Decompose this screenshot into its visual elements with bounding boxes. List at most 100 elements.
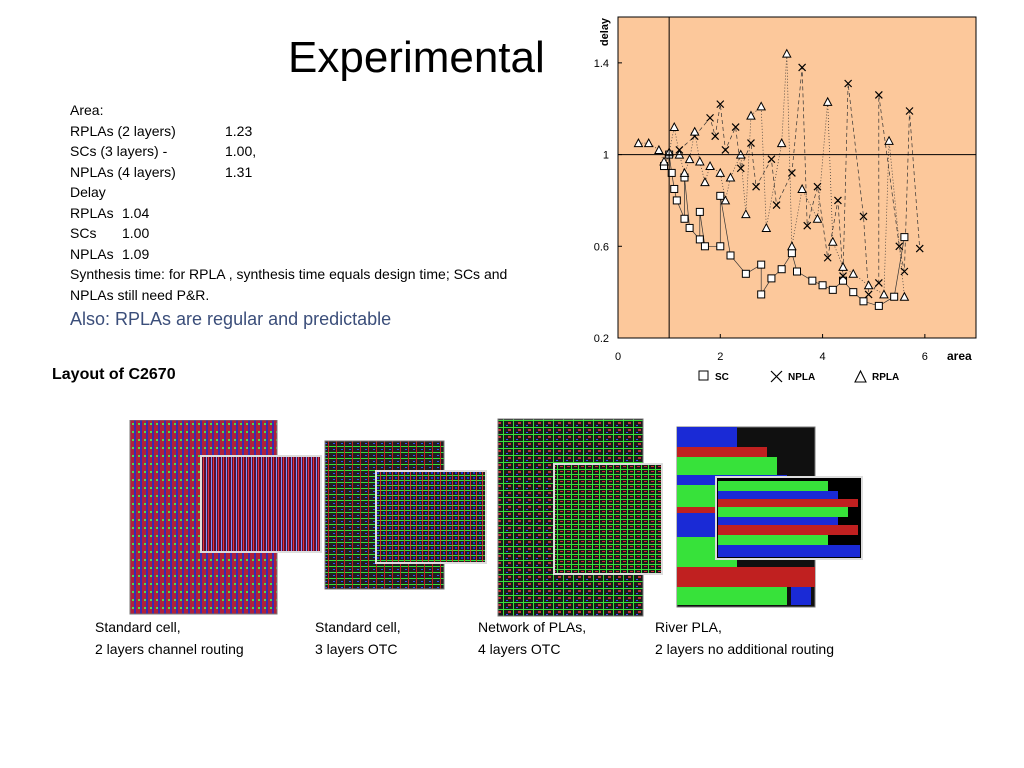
npla-point [839, 272, 847, 281]
y-tick-label: 0.6 [594, 241, 609, 253]
sc-point [680, 214, 689, 223]
chart-legend: SC NPLA RPLA [698, 369, 899, 383]
caption-line: Standard cell, [315, 619, 401, 635]
rpla-point [654, 144, 664, 154]
sc-point [695, 207, 704, 216]
area-row: NPLAs (4 layers) 1.31 [70, 162, 570, 183]
npla-point [859, 212, 868, 221]
npla-point [915, 244, 924, 253]
plot-area [617, 16, 977, 339]
area-label: RPLAs (2 layers) [70, 122, 176, 139]
npla-point [823, 253, 832, 262]
caption-river-pla: River PLA, 2 layers no additional routin… [655, 616, 834, 660]
x-tick-label: 2 [717, 351, 723, 363]
rpla-point [684, 154, 695, 164]
delay-value: 1.09 [122, 245, 150, 262]
synthesis-line: Synthesis time: for RPLA , synthesis tim… [70, 266, 508, 282]
caption-line: 2 layers no additional routing [655, 641, 835, 657]
rpla-point [643, 138, 654, 148]
rpla-point [669, 121, 680, 132]
npla-point [706, 113, 714, 122]
area-delay-chart: 0 2 4 6 0.2 0.6 1 1.4 delay area SC NPLA RPLA [586, 0, 1022, 392]
rpla-point [633, 138, 644, 148]
sc-point [695, 235, 704, 244]
delay-value: 1.04 [122, 204, 150, 221]
series-curve-rpla [638, 53, 905, 297]
rpla-point [659, 156, 669, 166]
rpla-point [781, 48, 792, 58]
sc-2layer-zoom [200, 455, 322, 553]
npla-point [833, 196, 842, 205]
legend-sc-marker [698, 370, 709, 381]
legend-rpla-marker [854, 369, 867, 383]
npla-point [813, 182, 822, 191]
npla-point [844, 79, 853, 88]
rpla-point [746, 110, 756, 120]
y-axis-label: delay [599, 17, 611, 46]
rpla-point [848, 268, 859, 278]
sc-point [828, 285, 837, 294]
rpla-point [787, 241, 797, 251]
legend-sc-label: SC [715, 372, 729, 383]
sc-point [685, 223, 694, 232]
npla-point [731, 123, 740, 131]
area-value: 1.00, [225, 143, 257, 159]
rpla-point [689, 126, 700, 136]
rpla-point [694, 156, 705, 166]
river-pla-zoom-bands [718, 481, 860, 557]
legend-npla-marker [770, 370, 783, 383]
sc-point [859, 297, 868, 306]
npla-point [752, 182, 761, 191]
npla-point [905, 107, 914, 115]
rpla-point [756, 101, 767, 111]
rpla-point [776, 138, 787, 148]
sc-point [726, 251, 735, 260]
npla-point [721, 146, 730, 154]
sc-3layer-zoom [375, 470, 487, 564]
sc-2layer-layout-image [129, 420, 322, 615]
caption-line: 3 layers OTC [315, 641, 398, 657]
sc-point [672, 196, 681, 205]
sc-point [890, 292, 899, 301]
rpla-point [884, 135, 894, 145]
area-value: 1.31 [225, 163, 253, 180]
sc-point [808, 276, 817, 285]
caption-sc-3layer: Standard cell, 3 layers OTC [315, 616, 401, 660]
slide-title: Experimental [288, 33, 545, 82]
layout-heading: Layout of C2670 [52, 366, 176, 383]
area-row: RPLAs (2 layers) 1.23 [70, 121, 570, 142]
sc-point [757, 260, 766, 269]
rpla-point [812, 213, 823, 223]
sc-point [700, 242, 709, 251]
delay-value: 1.00 [122, 225, 150, 241]
highlight-text: Also: RPLAs are regular and predictable [70, 309, 392, 329]
delay-row: NPLAs 1.09 [70, 244, 570, 265]
delay-row: SCs 1.00 [70, 223, 570, 244]
chart-svg: 0 2 4 6 0.2 0.6 1 1.4 delay area SC NPLA RPLA [594, 16, 977, 383]
rpla-point [797, 183, 807, 193]
npla-point [747, 139, 755, 148]
area-row: SCs (3 layers) - 1.00, [70, 141, 570, 162]
rpla-point [899, 291, 910, 301]
rpla-point [679, 167, 690, 177]
y-tick-label: 1.4 [594, 58, 609, 70]
axes: 0 2 4 6 0.2 0.6 1 1.4 [594, 17, 976, 363]
delay-label: NPLAs [70, 245, 114, 262]
legend-npla-label: NPLA [788, 372, 815, 383]
sc-point [787, 249, 796, 258]
npla-point [864, 290, 873, 299]
rpla-point [700, 177, 710, 187]
sc-point [793, 267, 801, 276]
rpla-point [863, 280, 874, 290]
y-tick-label: 0.2 [594, 333, 609, 345]
npla-point [716, 100, 725, 109]
npla-point [895, 242, 904, 251]
y-tick-label: 1 [603, 150, 609, 162]
rpla-point [838, 261, 848, 271]
npla-point [803, 221, 812, 230]
area-heading: Area: [70, 102, 104, 118]
rpla-point [827, 236, 838, 246]
rpla-point [715, 167, 726, 177]
delay-heading: Delay [70, 184, 106, 200]
x-tick-label: 6 [922, 351, 928, 363]
